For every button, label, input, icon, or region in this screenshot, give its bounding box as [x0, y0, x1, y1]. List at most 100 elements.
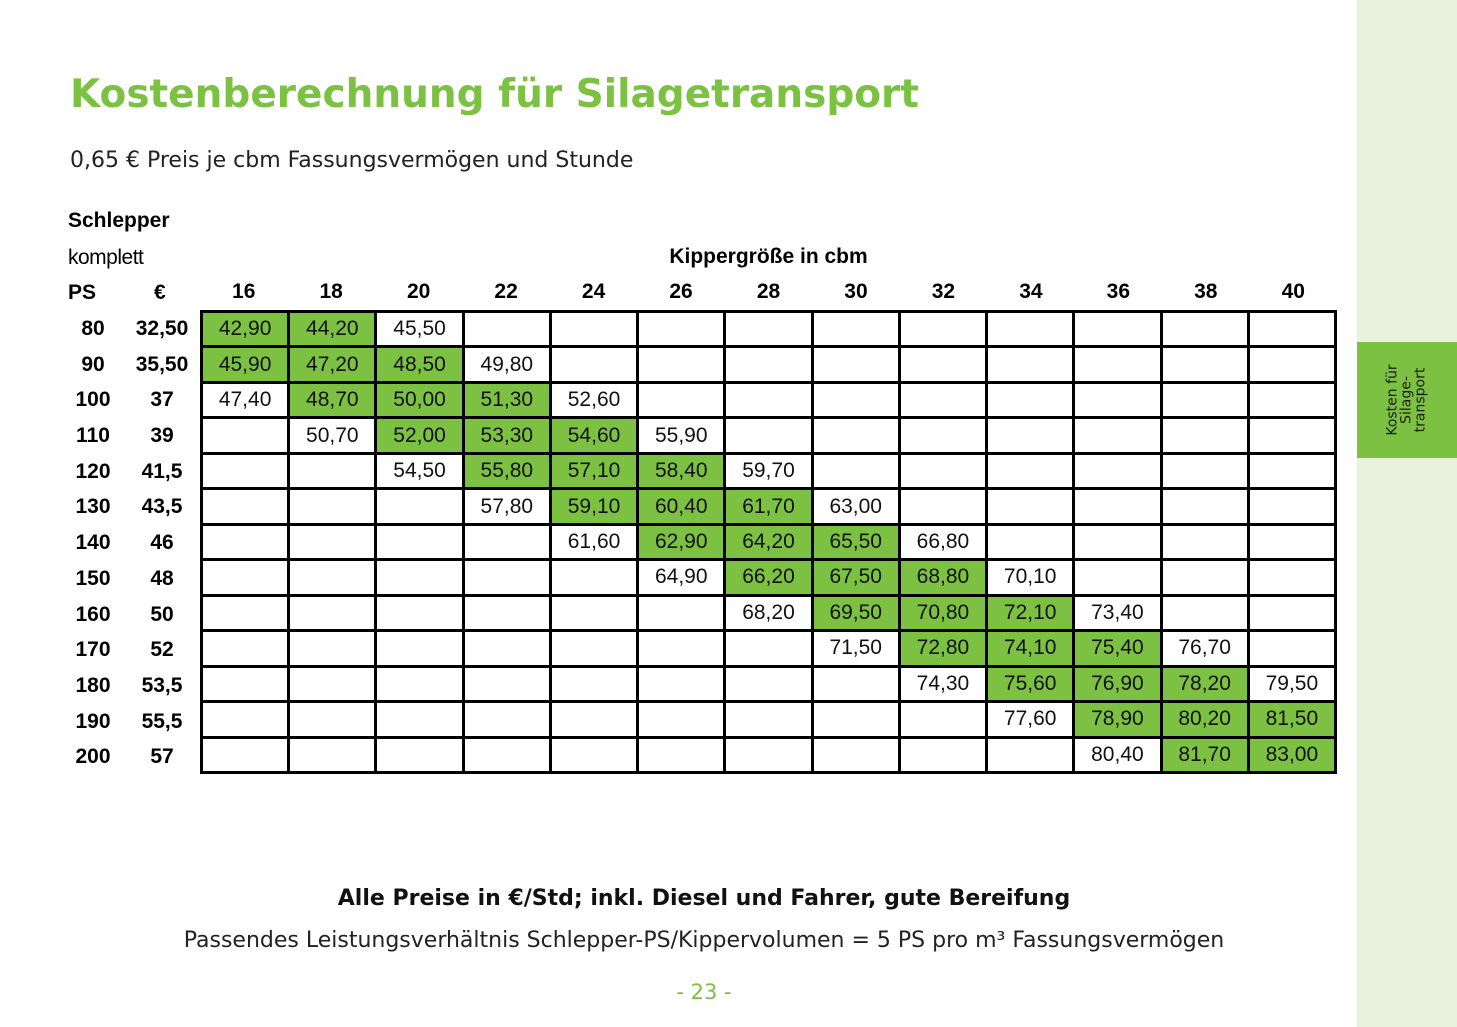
table-cell: 81,50 [1249, 703, 1334, 736]
table-cell [726, 703, 811, 736]
table-cell: 68,80 [900, 561, 986, 594]
table-cell [464, 561, 549, 594]
table-cell: 52,00 [377, 419, 462, 452]
table-cell [377, 596, 462, 630]
side-strip [1357, 0, 1457, 1027]
table-cell [464, 738, 549, 771]
table-cell [813, 738, 898, 771]
table-cell [900, 738, 986, 771]
table-cell: 65,50 [813, 525, 898, 559]
row-ps: 90 [81, 352, 105, 376]
table-cell [1162, 419, 1247, 452]
table-cell [464, 596, 549, 630]
table-cell: 47,40 [203, 383, 288, 417]
table-cell [1075, 313, 1160, 346]
table-cell: 42,90 [203, 313, 288, 346]
table-cell [1162, 348, 1247, 381]
table-cell: 57,10 [551, 454, 637, 488]
table-cell [203, 490, 288, 523]
table-cell [377, 703, 462, 736]
table-cell [900, 703, 986, 736]
table-cell [203, 525, 288, 559]
row-ps: 110 [76, 424, 110, 448]
table-cell: 52,60 [551, 383, 637, 417]
row-eur: 48 [150, 566, 174, 590]
table-cell [1162, 490, 1247, 523]
column-header: 28 [756, 280, 781, 303]
page-subtitle: 0,65 € Preis je cbm Fassungsvermögen und… [70, 148, 634, 173]
table-cell [290, 525, 375, 559]
table-cell: 59,70 [726, 454, 811, 488]
chapter-tab[interactable]: Kosten für Silage- transport [1357, 342, 1457, 458]
table-cell: 55,80 [464, 454, 549, 488]
row-eur: 46 [150, 531, 174, 555]
table-cell [377, 561, 462, 594]
row-eur: 55,5 [141, 709, 183, 733]
table-cell: 62,90 [639, 525, 724, 559]
table-cell: 64,20 [726, 525, 811, 559]
footer-bold-note: Alle Preise in €/Std; inkl. Diesel und F… [337, 886, 1071, 911]
table-cell [551, 561, 637, 594]
column-header: 38 [1194, 280, 1218, 303]
table-cell: 71,50 [813, 632, 898, 665]
table-cell: 78,20 [1162, 667, 1247, 701]
table-cell: 57,80 [464, 490, 549, 523]
table-cell [1162, 561, 1247, 594]
table-cell [203, 667, 288, 701]
table-cell [464, 525, 549, 559]
table-cell: 66,20 [726, 561, 811, 594]
table-cell: 75,40 [1075, 632, 1160, 665]
table-cell: 83,00 [1249, 738, 1334, 771]
table-cell [290, 454, 375, 488]
table-cell: 73,40 [1075, 596, 1160, 630]
table-cell [813, 454, 898, 488]
table-cell [290, 632, 375, 665]
table-cell: 70,80 [900, 596, 986, 630]
table-cell [464, 632, 549, 665]
row-ps: 160 [75, 602, 111, 626]
table-cell [639, 703, 724, 736]
table-cell: 77,60 [988, 703, 1073, 736]
table-cell: 75,60 [988, 667, 1073, 701]
footer-note: Passendes Leistungsverhältnis Schlepper-… [183, 928, 1225, 953]
table-cell [813, 703, 898, 736]
column-group-label: Kippergröße in cbm [669, 245, 868, 268]
table-cell: 69,50 [813, 596, 898, 630]
table-cell [377, 525, 462, 559]
table-cell [726, 348, 811, 381]
table-cell [1249, 348, 1334, 381]
row-eur: 43,5 [141, 495, 183, 519]
table-cell [203, 419, 288, 452]
table-cell [203, 561, 288, 594]
table-cell: 70,10 [988, 561, 1073, 594]
table-cell [639, 596, 724, 630]
table-cell [988, 490, 1073, 523]
table-cell [464, 703, 549, 736]
table-cell [639, 348, 724, 381]
table-cell [900, 490, 986, 523]
table-cell [639, 738, 724, 771]
table-cell: 51,30 [464, 383, 549, 417]
table-cell: 50,00 [377, 383, 462, 417]
table-cell [1075, 454, 1160, 488]
table-cell [464, 667, 549, 701]
column-header: 18 [319, 280, 343, 303]
column-header: 24 [581, 280, 606, 303]
table-cell [813, 313, 898, 346]
table-cell: 59,10 [551, 490, 637, 523]
table-cell [726, 632, 811, 665]
row-eur: 32,50 [135, 317, 189, 340]
table-cell: 45,50 [377, 313, 462, 346]
table-cell [900, 383, 986, 417]
table-cell [1249, 383, 1334, 417]
table-cell: 76,90 [1075, 667, 1160, 701]
table-cell [1162, 313, 1247, 346]
table-cell [988, 525, 1073, 559]
table-cell: 74,10 [988, 632, 1073, 665]
table-cell [1075, 348, 1160, 381]
table-cell [1075, 383, 1160, 417]
row-eur: 52 [150, 638, 174, 662]
row-eur: 57 [150, 745, 174, 769]
table-cell [1075, 419, 1160, 452]
row-ps: 200 [75, 745, 111, 769]
